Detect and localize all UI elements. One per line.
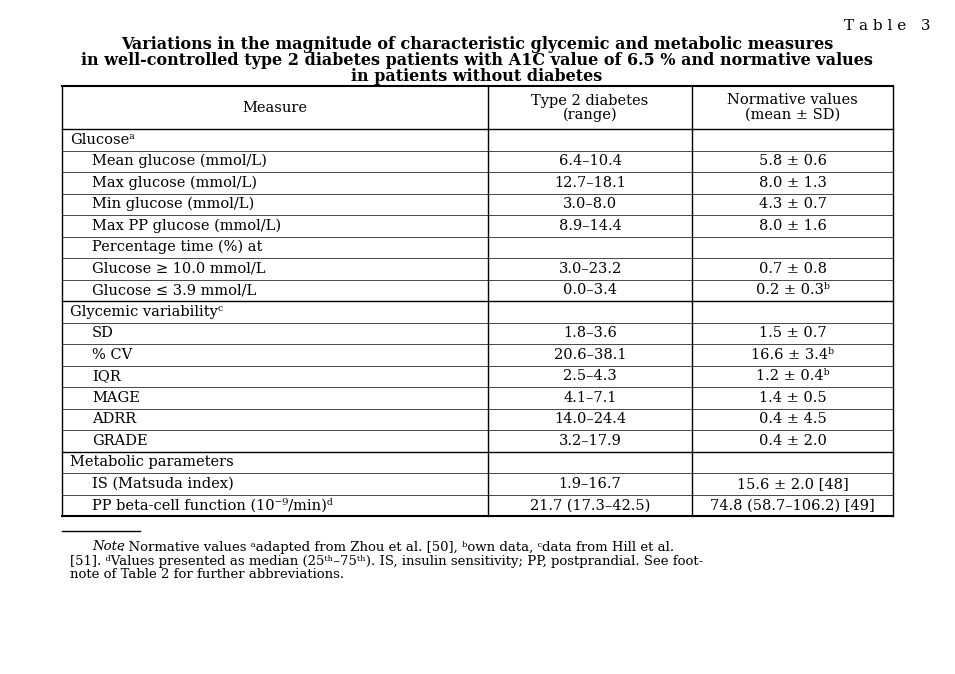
Text: 8.9–14.4: 8.9–14.4 [559, 219, 622, 233]
Text: 0.4 ± 2.0: 0.4 ± 2.0 [758, 434, 826, 448]
Text: 0.2 ± 0.3ᵇ: 0.2 ± 0.3ᵇ [755, 283, 830, 297]
Text: Max glucose (mmol/L): Max glucose (mmol/L) [92, 175, 257, 190]
Text: Max PP glucose (mmol/L): Max PP glucose (mmol/L) [92, 218, 281, 233]
Text: 16.6 ± 3.4ᵇ: 16.6 ± 3.4ᵇ [751, 348, 834, 362]
Text: Min glucose (mmol/L): Min glucose (mmol/L) [92, 197, 254, 212]
Text: Glycemic variabilityᶜ: Glycemic variabilityᶜ [70, 305, 223, 319]
Text: 1.9–16.7: 1.9–16.7 [559, 477, 622, 491]
Text: PP beta-cell function (10⁻⁹/min)ᵈ: PP beta-cell function (10⁻⁹/min)ᵈ [92, 498, 332, 512]
Text: Percentage time (%) at: Percentage time (%) at [92, 240, 263, 255]
Text: (range): (range) [562, 107, 617, 122]
Text: Note: Note [92, 541, 125, 553]
Text: Glucose ≥ 10.0 mmol/L: Glucose ≥ 10.0 mmol/L [92, 262, 265, 276]
Text: 12.7–18.1: 12.7–18.1 [554, 176, 626, 190]
Text: Measure: Measure [243, 100, 308, 115]
Text: 20.6–38.1: 20.6–38.1 [554, 348, 626, 362]
Text: SD: SD [92, 326, 114, 340]
Text: [51]. ᵈValues presented as median (25ᵗʰ–75ᵗʰ). IS, insulin sensitivity; PP, post: [51]. ᵈValues presented as median (25ᵗʰ–… [70, 555, 703, 568]
Text: Type 2 diabetes: Type 2 diabetes [531, 94, 648, 107]
Text: Normative values: Normative values [727, 94, 858, 107]
Text: 4.3 ± 0.7: 4.3 ± 0.7 [758, 197, 826, 211]
Text: 3.0–8.0: 3.0–8.0 [562, 197, 617, 211]
Text: 6.4–10.4: 6.4–10.4 [559, 154, 622, 168]
Text: IS (Matsuda index): IS (Matsuda index) [92, 477, 234, 491]
Text: 15.6 ± 2.0 [48]: 15.6 ± 2.0 [48] [736, 477, 848, 491]
Text: 0.7 ± 0.8: 0.7 ± 0.8 [758, 262, 826, 276]
Text: 8.0 ± 1.3: 8.0 ± 1.3 [758, 176, 826, 190]
Text: in well-controlled type 2 diabetes patients with A1C value of 6.5 % and normativ: in well-controlled type 2 diabetes patie… [81, 52, 873, 69]
Text: 0.0–3.4: 0.0–3.4 [563, 283, 617, 297]
Text: IQR: IQR [92, 369, 120, 384]
Text: Variations in the magnitude of characteristic glycemic and metabolic measures: Variations in the magnitude of character… [121, 36, 833, 53]
Text: 3.2–17.9: 3.2–17.9 [559, 434, 622, 448]
Text: 1.8–3.6: 1.8–3.6 [563, 326, 617, 340]
Text: . Normative values ᵃadapted from Zhou et al. [50], ᵇown data, ᶜdata from Hill et: . Normative values ᵃadapted from Zhou et… [120, 541, 674, 553]
Text: Glucoseᵃ: Glucoseᵃ [70, 133, 135, 147]
Text: GRADE: GRADE [92, 434, 148, 448]
Text: % CV: % CV [92, 348, 132, 362]
Text: T a b l e   3: T a b l e 3 [843, 19, 930, 33]
Text: 8.0 ± 1.6: 8.0 ± 1.6 [758, 219, 826, 233]
Text: 21.7 (17.3–42.5): 21.7 (17.3–42.5) [530, 498, 650, 512]
Text: (mean ± SD): (mean ± SD) [745, 107, 840, 121]
Text: 74.8 (58.7–106.2) [49]: 74.8 (58.7–106.2) [49] [711, 498, 875, 512]
Text: note of Table 2 for further abbreviations.: note of Table 2 for further abbreviation… [70, 568, 344, 582]
Text: 1.5 ± 0.7: 1.5 ± 0.7 [758, 326, 826, 340]
Text: 4.1–7.1: 4.1–7.1 [563, 391, 617, 405]
Text: 5.8 ± 0.6: 5.8 ± 0.6 [758, 154, 826, 168]
Text: 3.0–23.2: 3.0–23.2 [559, 262, 622, 276]
Text: Metabolic parameters: Metabolic parameters [70, 455, 234, 469]
Text: 14.0–24.4: 14.0–24.4 [554, 412, 626, 426]
Text: ADRR: ADRR [92, 412, 137, 426]
Text: Mean glucose (mmol/L): Mean glucose (mmol/L) [92, 154, 266, 168]
Text: MAGE: MAGE [92, 391, 139, 405]
Text: 1.2 ± 0.4ᵇ: 1.2 ± 0.4ᵇ [755, 369, 829, 384]
Text: in patients without diabetes: in patients without diabetes [351, 68, 603, 85]
Text: 0.4 ± 4.5: 0.4 ± 4.5 [758, 412, 826, 426]
Text: Glucose ≤ 3.9 mmol/L: Glucose ≤ 3.9 mmol/L [92, 283, 256, 297]
Text: 2.5–4.3: 2.5–4.3 [563, 369, 617, 384]
Text: 1.4 ± 0.5: 1.4 ± 0.5 [758, 391, 826, 405]
